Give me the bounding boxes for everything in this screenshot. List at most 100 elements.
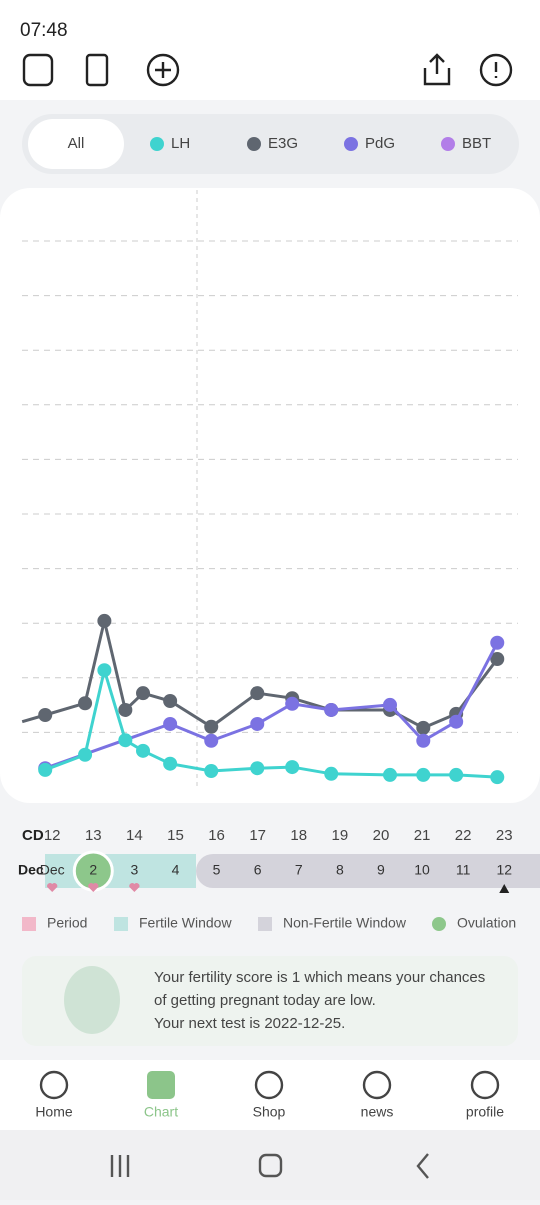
data-point <box>449 767 464 782</box>
filter-all-bg[interactable] <box>28 119 124 169</box>
x-tick-label: 21 <box>414 827 431 844</box>
nav-label[interactable]: news <box>361 1104 394 1120</box>
chart-card <box>0 188 540 803</box>
x-tick-label: 18 <box>290 827 307 844</box>
date-label: 10 <box>414 862 430 878</box>
share-icon[interactable] <box>155 53 451 86</box>
series-line <box>44 642 499 770</box>
data-point <box>118 702 133 717</box>
data-point <box>163 756 178 771</box>
nav-icon[interactable] <box>147 1071 175 1099</box>
fertile-band <box>45 854 196 888</box>
date-label: 9 <box>377 862 385 878</box>
data-point <box>490 652 505 666</box>
period-heart <box>88 883 99 892</box>
date-label: 7 <box>295 862 303 878</box>
data-point <box>97 663 112 678</box>
filter-label[interactable]: BBT <box>462 135 491 152</box>
nav-icon[interactable] <box>254 1070 284 1100</box>
nav-label[interactable]: profile <box>466 1104 504 1120</box>
system-nav <box>0 1130 540 1200</box>
data-point <box>78 747 93 762</box>
data-point <box>324 702 339 717</box>
date-label: 8 <box>336 862 344 878</box>
message-line: Your next test is 2022-12-25. <box>154 1015 345 1032</box>
data-point <box>136 686 151 701</box>
data-point <box>78 696 93 711</box>
x-tick-label: 20 <box>373 827 390 844</box>
data-point <box>163 694 178 708</box>
period-heart <box>129 883 140 892</box>
legend-label: Fertile Window <box>139 915 232 931</box>
illustration <box>64 966 120 1034</box>
legend-swatch <box>22 917 36 931</box>
x-tick-label: 17 <box>249 827 266 844</box>
data-point <box>490 635 505 650</box>
data-point <box>324 766 339 781</box>
data-point <box>449 714 464 729</box>
date-label: Dec <box>40 862 65 878</box>
message-line: Your fertility score is 1 which means yo… <box>154 969 485 986</box>
date-label: 3 <box>130 862 138 878</box>
add-icon[interactable] <box>146 53 180 87</box>
filter-label[interactable]: E3G <box>268 135 298 152</box>
legend-swatch <box>114 917 128 931</box>
filter-bar <box>22 114 519 174</box>
data-point <box>250 716 265 731</box>
legend-label: Ovulation <box>457 915 516 931</box>
data-point <box>118 733 133 748</box>
date-label: 5 <box>213 862 221 878</box>
x-tick-label: 23 <box>496 827 513 844</box>
data-point <box>416 720 431 735</box>
data-point <box>204 719 219 734</box>
period-heart <box>47 883 58 892</box>
info-icon[interactable] <box>479 53 513 87</box>
device-icon[interactable] <box>85 53 109 87</box>
x-tick-label: 19 <box>332 827 349 844</box>
filter-label[interactable]: All <box>68 135 85 152</box>
date-label: 6 <box>254 862 262 878</box>
legend-swatch <box>258 917 272 931</box>
nav-label[interactable]: Shop <box>253 1104 286 1120</box>
nav-icon[interactable] <box>362 1070 392 1100</box>
month-label: Dec <box>18 862 44 878</box>
data-point <box>204 764 219 778</box>
data-point <box>250 686 265 701</box>
nav-icon[interactable] <box>470 1070 500 1100</box>
date-label: 11 <box>456 862 471 878</box>
x-axis-label: CD <box>22 827 44 844</box>
status-time: 07:48 <box>20 20 68 41</box>
data-point <box>136 743 151 758</box>
legend-label: Period <box>47 915 87 931</box>
data-point <box>38 708 53 722</box>
today-marker <box>499 884 510 893</box>
filter-dot <box>150 137 164 151</box>
filter-label[interactable]: PdG <box>365 135 395 152</box>
legend-label: Non-Fertile Window <box>283 915 407 931</box>
message-line: of getting pregnant today are low. <box>154 992 376 1009</box>
header-bg <box>0 0 540 100</box>
filter-dot <box>344 137 358 151</box>
x-tick-label: 12 <box>44 827 61 844</box>
data-point <box>383 697 397 712</box>
filter-label[interactable]: LH <box>171 135 190 152</box>
x-tick-label: 13 <box>85 827 102 844</box>
data-point <box>38 762 53 777</box>
x-tick-label: 22 <box>455 827 472 844</box>
data-point <box>490 770 505 785</box>
non-fertile-band <box>196 854 540 888</box>
date-label: 2 <box>89 862 97 878</box>
nav-label[interactable]: Home <box>35 1104 73 1120</box>
filter-dot <box>441 137 455 151</box>
nav-label[interactable]: Chart <box>144 1104 178 1120</box>
nav-icon[interactable] <box>39 1070 69 1100</box>
toolbar <box>22 53 513 87</box>
x-tick-label: 14 <box>126 827 143 844</box>
filter-dot <box>247 137 261 151</box>
message-card <box>22 956 518 1046</box>
trend-icon[interactable] <box>22 53 54 87</box>
data-point <box>163 716 178 731</box>
data-point <box>285 696 300 711</box>
